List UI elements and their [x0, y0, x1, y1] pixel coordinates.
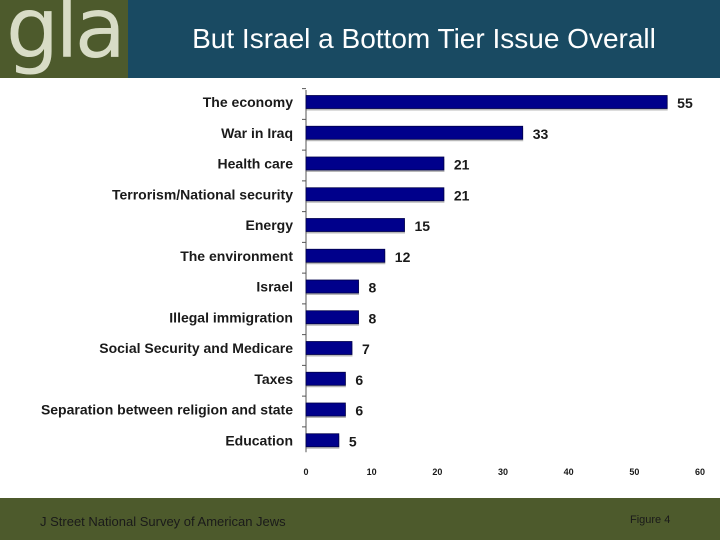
bar [305, 95, 668, 109]
data-label: 33 [533, 126, 549, 142]
bar [305, 248, 386, 263]
category-label: Social Security and Medicare [99, 340, 293, 356]
x-tick-label: 60 [695, 467, 705, 477]
category-label: Israel [256, 279, 293, 295]
category-label: Energy [246, 217, 294, 233]
category-label: The economy [203, 94, 293, 110]
x-tick-label: 40 [564, 467, 574, 477]
bar [305, 371, 346, 386]
title-bar: But Israel a Bottom Tier Issue Overall [128, 0, 720, 78]
x-tick-label: 0 [303, 467, 308, 477]
bar [305, 156, 445, 171]
data-label: 8 [369, 310, 377, 326]
data-label: 5 [349, 433, 357, 449]
x-tick-label: 30 [498, 467, 508, 477]
data-label: 8 [369, 280, 377, 296]
slide-title: But Israel a Bottom Tier Issue Overall [192, 23, 656, 54]
bar [305, 341, 353, 355]
category-label: Education [225, 432, 293, 448]
category-label: War in Iraq [221, 125, 293, 141]
bar [305, 187, 445, 202]
logo-text: gla [5, 0, 126, 77]
x-tick-label: 20 [432, 467, 442, 477]
figure-number: Figure 4 [630, 514, 671, 526]
x-tick-label: 10 [367, 467, 377, 477]
x-tick-label: 50 [629, 467, 639, 477]
bar [305, 125, 524, 140]
bar [305, 218, 405, 232]
data-label: 21 [454, 157, 470, 173]
bar [305, 310, 359, 325]
category-label: Taxes [254, 371, 293, 387]
bar [305, 402, 346, 417]
category-label: Terrorism/National security [112, 186, 293, 202]
header: gla But Israel a Bottom Tier Issue Overa… [0, 0, 720, 78]
category-label: Illegal immigration [169, 309, 293, 325]
footer: J Street National Survey of American Jew… [0, 498, 720, 540]
data-label: 6 [355, 372, 363, 388]
bar [305, 433, 340, 448]
category-label: Separation between religion and state [41, 402, 293, 418]
logo: gla [0, 0, 128, 78]
data-label: 21 [454, 187, 470, 203]
category-label: Health care [218, 156, 294, 172]
bar [305, 279, 359, 294]
data-label: 7 [362, 341, 370, 357]
data-label: 15 [415, 218, 431, 234]
data-label: 55 [677, 95, 693, 111]
bar-chart: The economy 55 War in Iraq 33 Health care 21 T… [41, 88, 705, 477]
footer-source: J Street National Survey of American Jew… [40, 514, 286, 529]
data-label: 6 [355, 403, 363, 419]
category-label: The environment [180, 248, 293, 264]
data-label: 12 [395, 249, 411, 265]
